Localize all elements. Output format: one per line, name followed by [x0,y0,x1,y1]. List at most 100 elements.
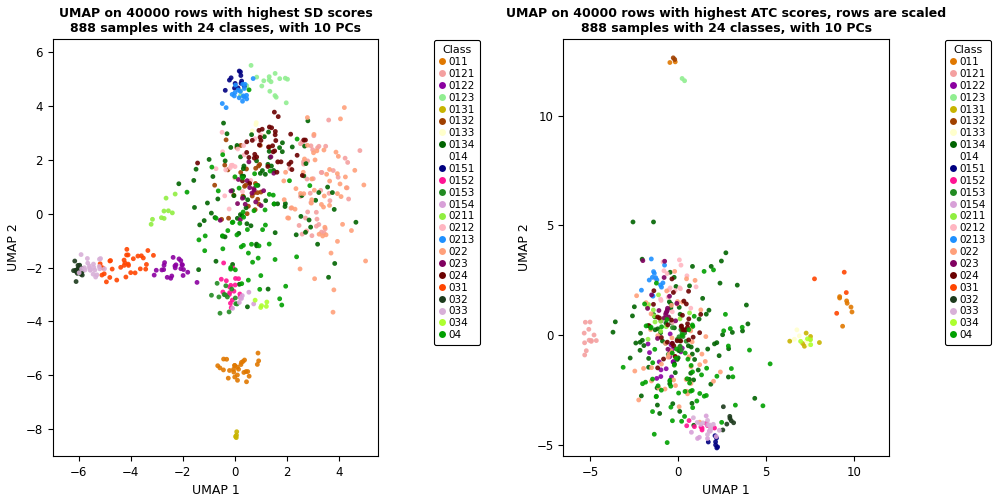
0122 [641,349,657,357]
0211 [640,300,656,308]
0122 [188,278,205,286]
0134 [239,220,255,228]
04 [220,227,236,235]
031 [92,260,108,268]
0212 [235,187,251,196]
0211 [672,315,688,323]
024 [680,336,697,344]
0213 [226,92,242,100]
0121 [321,116,337,124]
0134 [691,315,708,323]
0131 [781,337,797,345]
011 [230,376,246,385]
0132 [235,192,251,200]
0213 [245,75,261,83]
04 [244,240,260,248]
024 [692,310,709,319]
033 [86,260,102,268]
0154 [241,288,257,296]
04 [661,377,677,385]
023 [651,306,667,314]
032 [66,267,82,275]
0153 [675,333,691,341]
0152 [699,419,715,427]
0132 [250,188,266,197]
0134 [262,153,278,161]
0121 [292,193,308,201]
022 [643,363,659,371]
04 [197,246,213,255]
031 [140,246,156,255]
033 [702,421,718,429]
023 [230,175,246,183]
0153 [673,346,689,354]
04 [662,382,678,390]
0123 [249,73,265,81]
033 [92,265,108,273]
04 [240,249,256,257]
022 [311,230,328,238]
0212 [682,304,699,312]
0121 [308,222,325,230]
022 [692,306,709,314]
04 [697,392,713,400]
022 [330,170,346,178]
0211 [650,291,666,299]
0134 [240,196,256,204]
0134 [252,169,268,177]
024 [659,338,675,346]
022 [316,146,332,154]
0211 [143,220,159,228]
04 [240,276,256,284]
033 [85,270,101,278]
0132 [229,144,245,152]
022 [313,201,330,209]
Y-axis label: UMAP 2: UMAP 2 [518,223,531,271]
0134 [661,298,677,306]
0131 [229,431,245,439]
0212 [221,205,237,213]
022 [322,165,338,173]
0211 [658,323,674,331]
0134 [192,221,208,229]
024 [260,143,276,151]
0134 [301,216,318,224]
022 [674,298,690,306]
0212 [236,142,252,150]
0132 [252,160,268,168]
04 [235,174,251,182]
031 [103,257,119,265]
X-axis label: UMAP 1: UMAP 1 [703,484,750,497]
04 [301,181,318,190]
0121 [303,232,320,240]
033 [82,264,98,272]
0152 [219,277,235,285]
0134 [640,322,656,330]
04 [674,331,690,339]
0152 [232,293,248,301]
0151 [233,68,249,76]
023 [649,335,665,343]
0121 [295,160,311,168]
0211 [639,303,655,311]
0122 [662,330,678,338]
024 [251,141,267,149]
0134 [298,160,314,168]
022 [638,299,654,307]
0213 [646,269,662,277]
0151 [222,76,238,84]
022 [333,193,349,201]
0132 [221,214,237,222]
0213 [231,94,247,102]
0134 [263,162,279,170]
011 [667,58,683,66]
0122 [156,261,172,269]
0121 [581,336,597,344]
0123 [263,78,279,86]
0134 [699,310,715,318]
011 [219,355,235,363]
0122 [163,272,179,280]
031 [829,309,845,318]
0153 [672,342,688,350]
0123 [262,87,278,95]
